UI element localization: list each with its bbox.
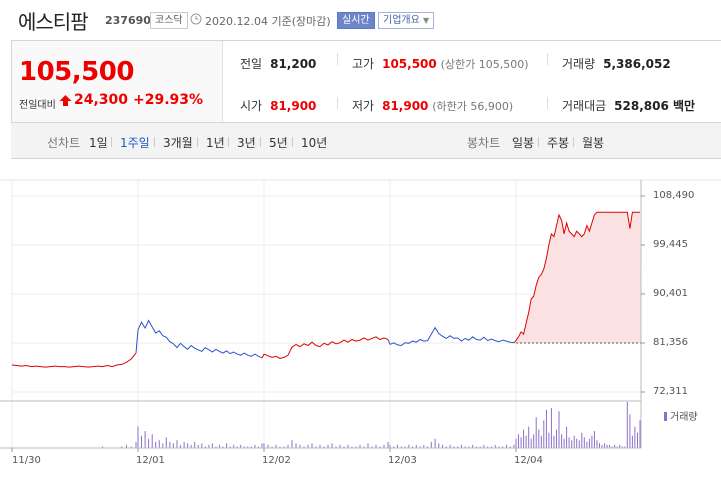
clock-icon bbox=[190, 13, 202, 25]
tab-3m[interactable]: 3개월 bbox=[163, 136, 193, 150]
tab-separator bbox=[111, 137, 112, 147]
tab-separator bbox=[292, 137, 293, 147]
x-tick-label: 11/30 bbox=[12, 455, 41, 466]
prev-close: 전일 81,200 bbox=[240, 55, 316, 72]
x-tick-label: 12/03 bbox=[388, 455, 417, 466]
tab-weekly-candle[interactable]: 주봉 bbox=[547, 136, 570, 150]
tab-separator bbox=[538, 137, 539, 147]
open-label: 시가 bbox=[240, 99, 263, 113]
x-tick-label: 12/01 bbox=[136, 455, 165, 466]
chart-canvas[interactable] bbox=[0, 160, 721, 478]
amount-value: 528,806 백만 bbox=[614, 99, 696, 113]
divider bbox=[337, 97, 338, 109]
x-tick-label: 12/02 bbox=[262, 455, 291, 466]
amount-label: 거래대금 bbox=[562, 99, 607, 113]
tab-1w[interactable]: 1주일 bbox=[120, 136, 150, 150]
realtime-badge[interactable]: 실시간 bbox=[337, 12, 375, 29]
tab-separator bbox=[154, 137, 155, 147]
tab-monthly-candle[interactable]: 월봉 bbox=[582, 136, 605, 150]
chart-tab-bar: 선차트 1일 1주일 3개월 1년 3년 5년 10년 봉차트 일봉 주봉 월봉 bbox=[11, 123, 721, 159]
low-value: 81,900 bbox=[382, 99, 429, 113]
corp-info-label: 기업개요 bbox=[383, 15, 420, 26]
y-tick-label: 108,490 bbox=[653, 190, 695, 201]
prev-close-value: 81,200 bbox=[270, 57, 317, 71]
vs-prev-label: 전일대비 bbox=[19, 100, 56, 111]
price-connector bbox=[513, 340, 517, 344]
x-tick-label: 12/04 bbox=[514, 455, 543, 466]
volume-value: 5,386,052 bbox=[603, 57, 671, 71]
high-price: 고가 105,500 (상한가 105,500) bbox=[352, 55, 529, 72]
divider bbox=[547, 53, 548, 65]
price-connector bbox=[261, 353, 265, 359]
tab-separator bbox=[573, 137, 574, 147]
upper-limit: (상한가 105,500) bbox=[440, 58, 529, 71]
y-tick-label: 99,445 bbox=[653, 239, 688, 250]
low-label: 저가 bbox=[352, 99, 375, 113]
lower-limit: (하한가 56,900) bbox=[432, 100, 514, 113]
high-label: 고가 bbox=[352, 57, 375, 71]
divider bbox=[337, 53, 338, 65]
line-chart-label: 선차트 bbox=[47, 136, 81, 150]
open-price: 시가 81,900 bbox=[240, 97, 316, 114]
tab-10y[interactable]: 10년 bbox=[301, 136, 328, 150]
price-line-12-02 bbox=[263, 336, 389, 360]
y-tick-label: 72,311 bbox=[653, 386, 688, 397]
up-arrow-icon bbox=[59, 95, 72, 106]
price-line-11-30 bbox=[11, 352, 137, 368]
price-line-12-04 bbox=[515, 211, 640, 341]
tab-1d[interactable]: 1일 bbox=[89, 136, 108, 150]
current-price: 105,500 bbox=[19, 57, 134, 87]
tab-1y[interactable]: 1년 bbox=[206, 136, 225, 150]
date-text: 2020.12.04 기준(장마감) bbox=[205, 15, 331, 28]
quote-panel: 105,500 전일대비 24,300 +29.93% 전일 81,200 고가 1… bbox=[11, 40, 721, 123]
price-change: 24,300 bbox=[74, 92, 129, 108]
stock-header: 에스티팜 237690 코스닥 2020.12.04 기준(장마감) 실시간 기… bbox=[0, 0, 721, 40]
volume-label: 거래량 bbox=[562, 57, 596, 71]
tab-5y[interactable]: 5년 bbox=[269, 136, 288, 150]
y-tick-label: 90,401 bbox=[653, 288, 688, 299]
price-area-fill bbox=[516, 212, 641, 343]
chevron-down-icon: ▼ bbox=[423, 16, 430, 25]
price-connector bbox=[135, 329, 139, 354]
tab-separator bbox=[228, 137, 229, 147]
corp-info-button[interactable]: 기업개요 ▼ bbox=[378, 12, 435, 29]
trade-amount: 거래대금 528,806 백만 bbox=[562, 97, 695, 114]
price-line-12-01 bbox=[137, 319, 263, 359]
volume-swatch bbox=[664, 412, 667, 421]
open-value: 81,900 bbox=[270, 99, 317, 113]
tab-3y[interactable]: 3년 bbox=[237, 136, 256, 150]
y-tick-label: 81,356 bbox=[653, 337, 688, 348]
volume: 거래량 5,386,052 bbox=[562, 55, 671, 72]
low-price: 저가 81,900 (하한가 56,900) bbox=[352, 97, 513, 114]
stock-name: 에스티팜 bbox=[18, 10, 89, 34]
price-line-12-03 bbox=[389, 326, 515, 347]
price-change-pct: +29.93% bbox=[133, 92, 204, 108]
high-value: 105,500 bbox=[382, 57, 437, 71]
prev-close-label: 전일 bbox=[240, 57, 263, 71]
price-chart[interactable]: 108,490 99,445 90,401 81,356 72,311 거래량 … bbox=[0, 160, 721, 478]
market-badge: 코스닥 bbox=[150, 12, 188, 29]
price-box: 105,500 전일대비 24,300 +29.93% bbox=[12, 41, 223, 122]
volume-legend-label: 거래량 bbox=[670, 412, 698, 423]
price-connector bbox=[387, 339, 391, 345]
stock-code: 237690 bbox=[105, 14, 151, 27]
candle-chart-label: 봉차트 bbox=[467, 136, 501, 150]
tab-separator bbox=[260, 137, 261, 147]
tab-daily-candle[interactable]: 일봉 bbox=[512, 136, 535, 150]
volume-legend: 거래량 bbox=[664, 408, 698, 423]
divider bbox=[547, 97, 548, 109]
tab-separator bbox=[197, 137, 198, 147]
